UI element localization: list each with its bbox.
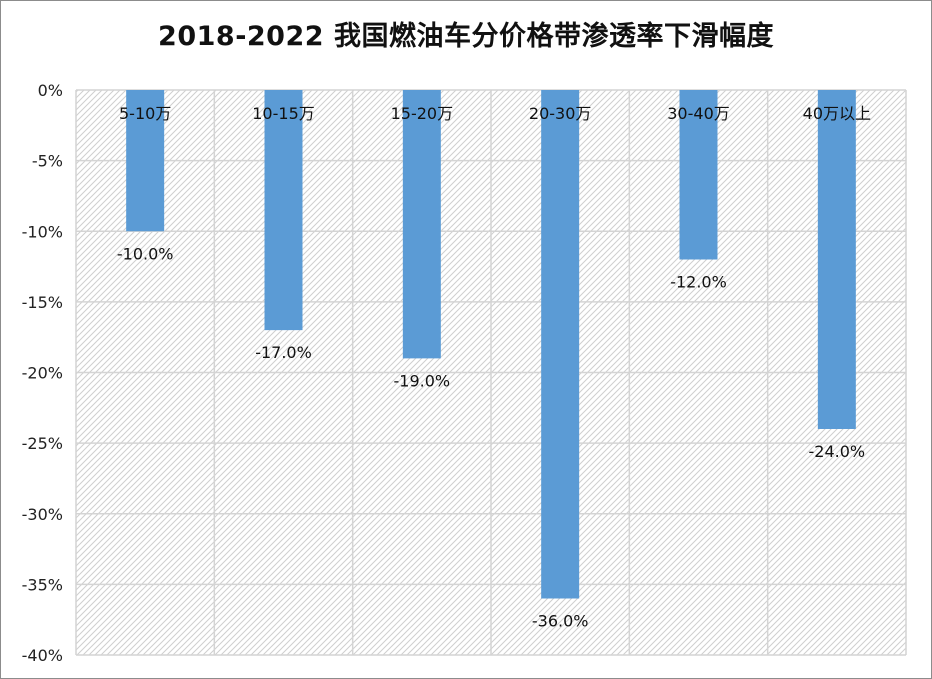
y-tick-label: -15%: [22, 293, 63, 312]
bar: [541, 90, 580, 599]
y-tick-label: -30%: [22, 505, 63, 524]
data-label: -19.0%: [394, 371, 451, 390]
bar: [264, 90, 303, 331]
data-label: -24.0%: [809, 442, 866, 461]
bar: [402, 90, 441, 359]
y-tick-label: -10%: [22, 222, 63, 241]
category-label: 20-30万: [529, 104, 592, 123]
y-tick-label: 0%: [38, 81, 63, 100]
category-label: 40万以上: [803, 104, 871, 123]
y-tick-label: -20%: [22, 364, 63, 383]
data-label: -36.0%: [532, 612, 589, 631]
category-label: 5-10万: [119, 104, 171, 123]
y-tick-label: -35%: [22, 575, 63, 594]
category-label: 15-20万: [391, 104, 454, 123]
chart-title: 2018-2022 我国燃油车分价格带渗透率下滑幅度: [158, 21, 774, 52]
y-tick-label: -25%: [22, 434, 63, 453]
data-label: -17.0%: [255, 343, 312, 362]
y-tick-label: -5%: [32, 152, 63, 171]
bar: [679, 90, 718, 260]
data-label: -12.0%: [670, 273, 727, 292]
bar: [126, 90, 165, 232]
category-label: 30-40万: [667, 104, 730, 123]
y-tick-label: -40%: [22, 646, 63, 665]
data-label: -10.0%: [117, 244, 174, 263]
category-label: 10-15万: [252, 104, 315, 123]
bar: [817, 90, 856, 429]
